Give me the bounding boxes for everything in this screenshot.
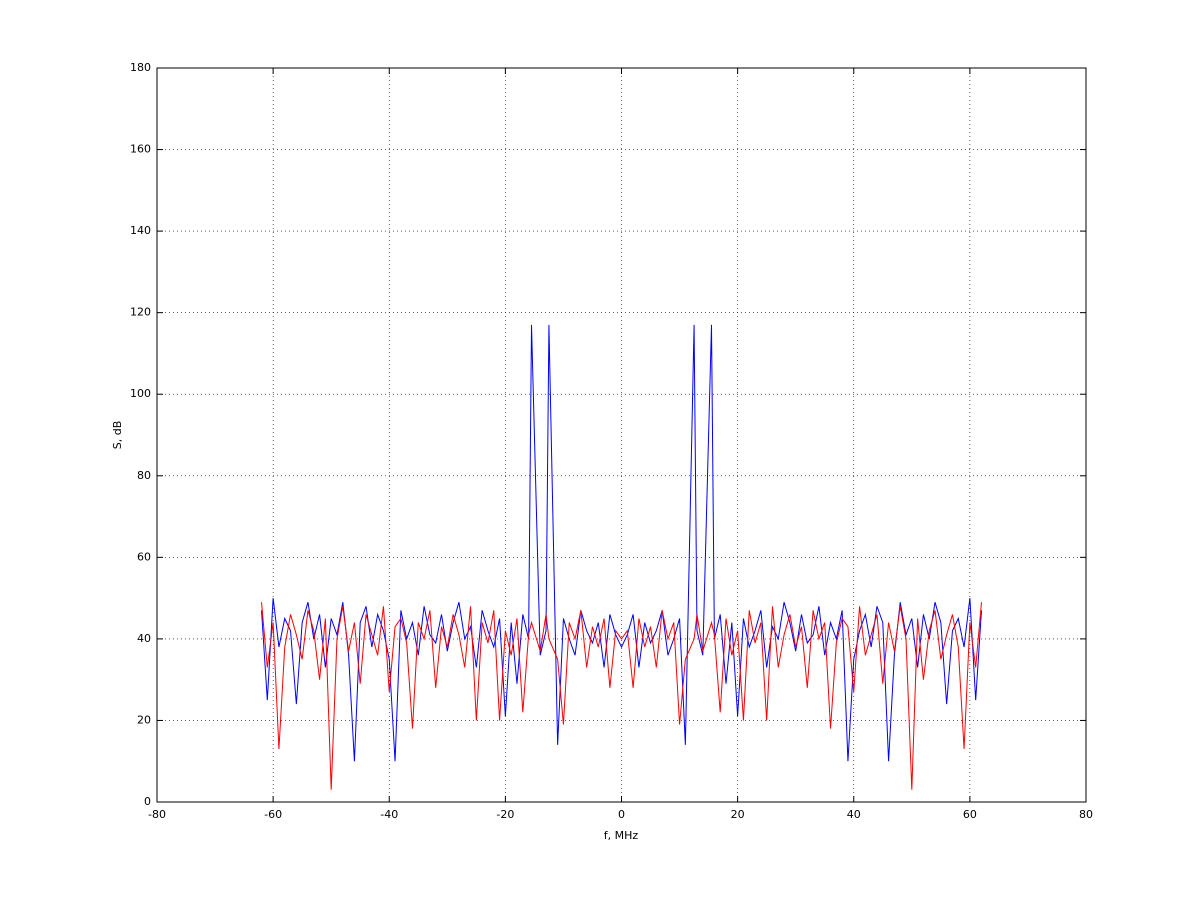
- x-tick-label: 80: [1079, 808, 1093, 821]
- x-tick-label: 60: [963, 808, 977, 821]
- x-tick-label: -40: [380, 808, 398, 821]
- data-line: [261, 602, 982, 790]
- y-tick-label: 140: [130, 224, 151, 237]
- y-tick-label: 160: [130, 143, 151, 156]
- x-tick-label: 20: [731, 808, 745, 821]
- y-tick-label: 80: [137, 469, 151, 482]
- y-tick-label: 60: [137, 550, 151, 563]
- x-tick-label: -80: [148, 808, 166, 821]
- plot-frame: [156, 67, 1087, 803]
- y-tick-label: 180: [130, 61, 151, 74]
- y-tick-label: 40: [137, 632, 151, 645]
- y-tick-label: 120: [130, 306, 151, 319]
- x-tick-label: -20: [496, 808, 514, 821]
- x-tick-label: 40: [847, 808, 861, 821]
- x-tick-label: 0: [618, 808, 625, 821]
- y-tick-label: 100: [130, 387, 151, 400]
- y-axis-label: S, dB: [111, 421, 124, 450]
- y-tick-label: 0: [144, 795, 151, 808]
- x-axis-label: f, MHz: [604, 829, 639, 842]
- y-tick-label: 20: [137, 713, 151, 726]
- x-tick-label: -60: [264, 808, 282, 821]
- data-line: [261, 324, 982, 762]
